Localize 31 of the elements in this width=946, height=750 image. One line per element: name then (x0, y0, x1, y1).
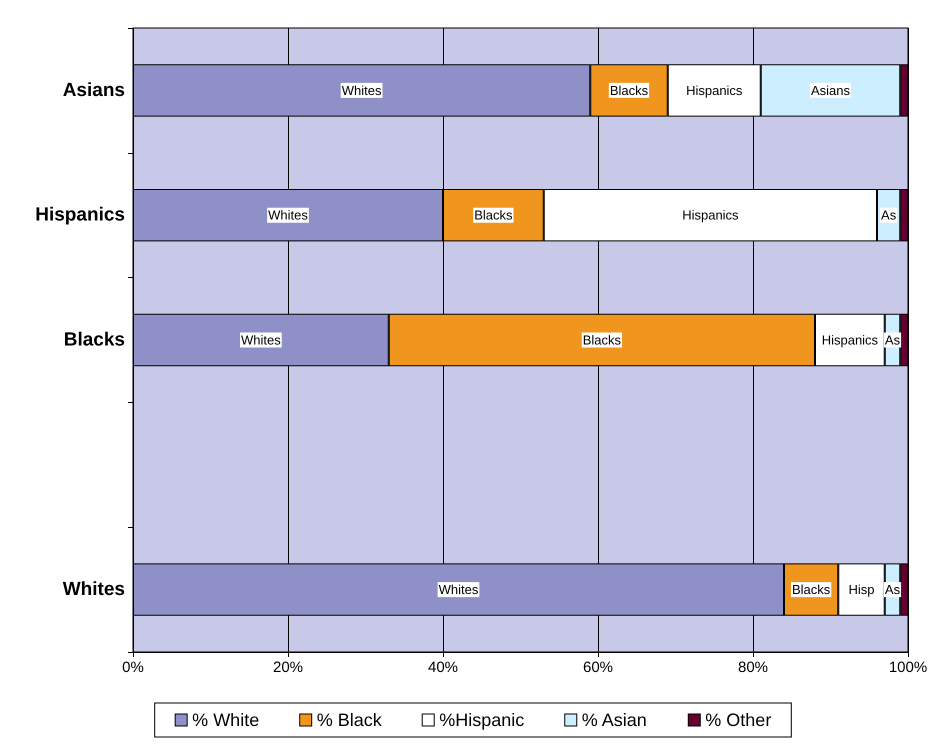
data-label: Blacks (792, 582, 831, 598)
data-label: Hispanics (686, 82, 743, 98)
data-label: As (881, 208, 897, 223)
y-tick-label: Asians (62, 80, 125, 101)
legend-label: % Other (705, 710, 772, 730)
x-tick-label: 0% (122, 659, 144, 676)
legend-label: % Black (316, 710, 383, 730)
legend-label: % White (192, 710, 260, 730)
data-label: Hisp (848, 582, 875, 598)
x-tick-label: 40% (428, 659, 458, 676)
y-tick-label: Whites (62, 579, 125, 600)
data-label: Hispanics (682, 208, 740, 223)
data-label: Whites (268, 208, 308, 223)
data-label: Whites (342, 82, 382, 98)
data-label: As (884, 582, 901, 598)
legend-label: %Hispanic (439, 710, 524, 730)
data-label: As (884, 332, 901, 348)
y-tick-label: Hispanics (35, 204, 125, 226)
data-label: Whites (438, 582, 479, 598)
x-tick-label: 100% (888, 659, 928, 676)
x-tick-label: 20% (272, 659, 304, 676)
data-label: Blacks (610, 82, 649, 98)
y-tick-label: Blacks (64, 330, 125, 350)
x-tick-label: 60% (582, 659, 614, 676)
legend-label: % Asian (582, 710, 647, 730)
data-label: Blacks (474, 208, 514, 223)
data-label: Blacks (582, 332, 622, 348)
data-label: Asians (810, 82, 851, 98)
x-tick-label: 80% (738, 659, 768, 676)
data-label: Whites (241, 332, 282, 348)
data-label: Hispanics (822, 332, 879, 348)
